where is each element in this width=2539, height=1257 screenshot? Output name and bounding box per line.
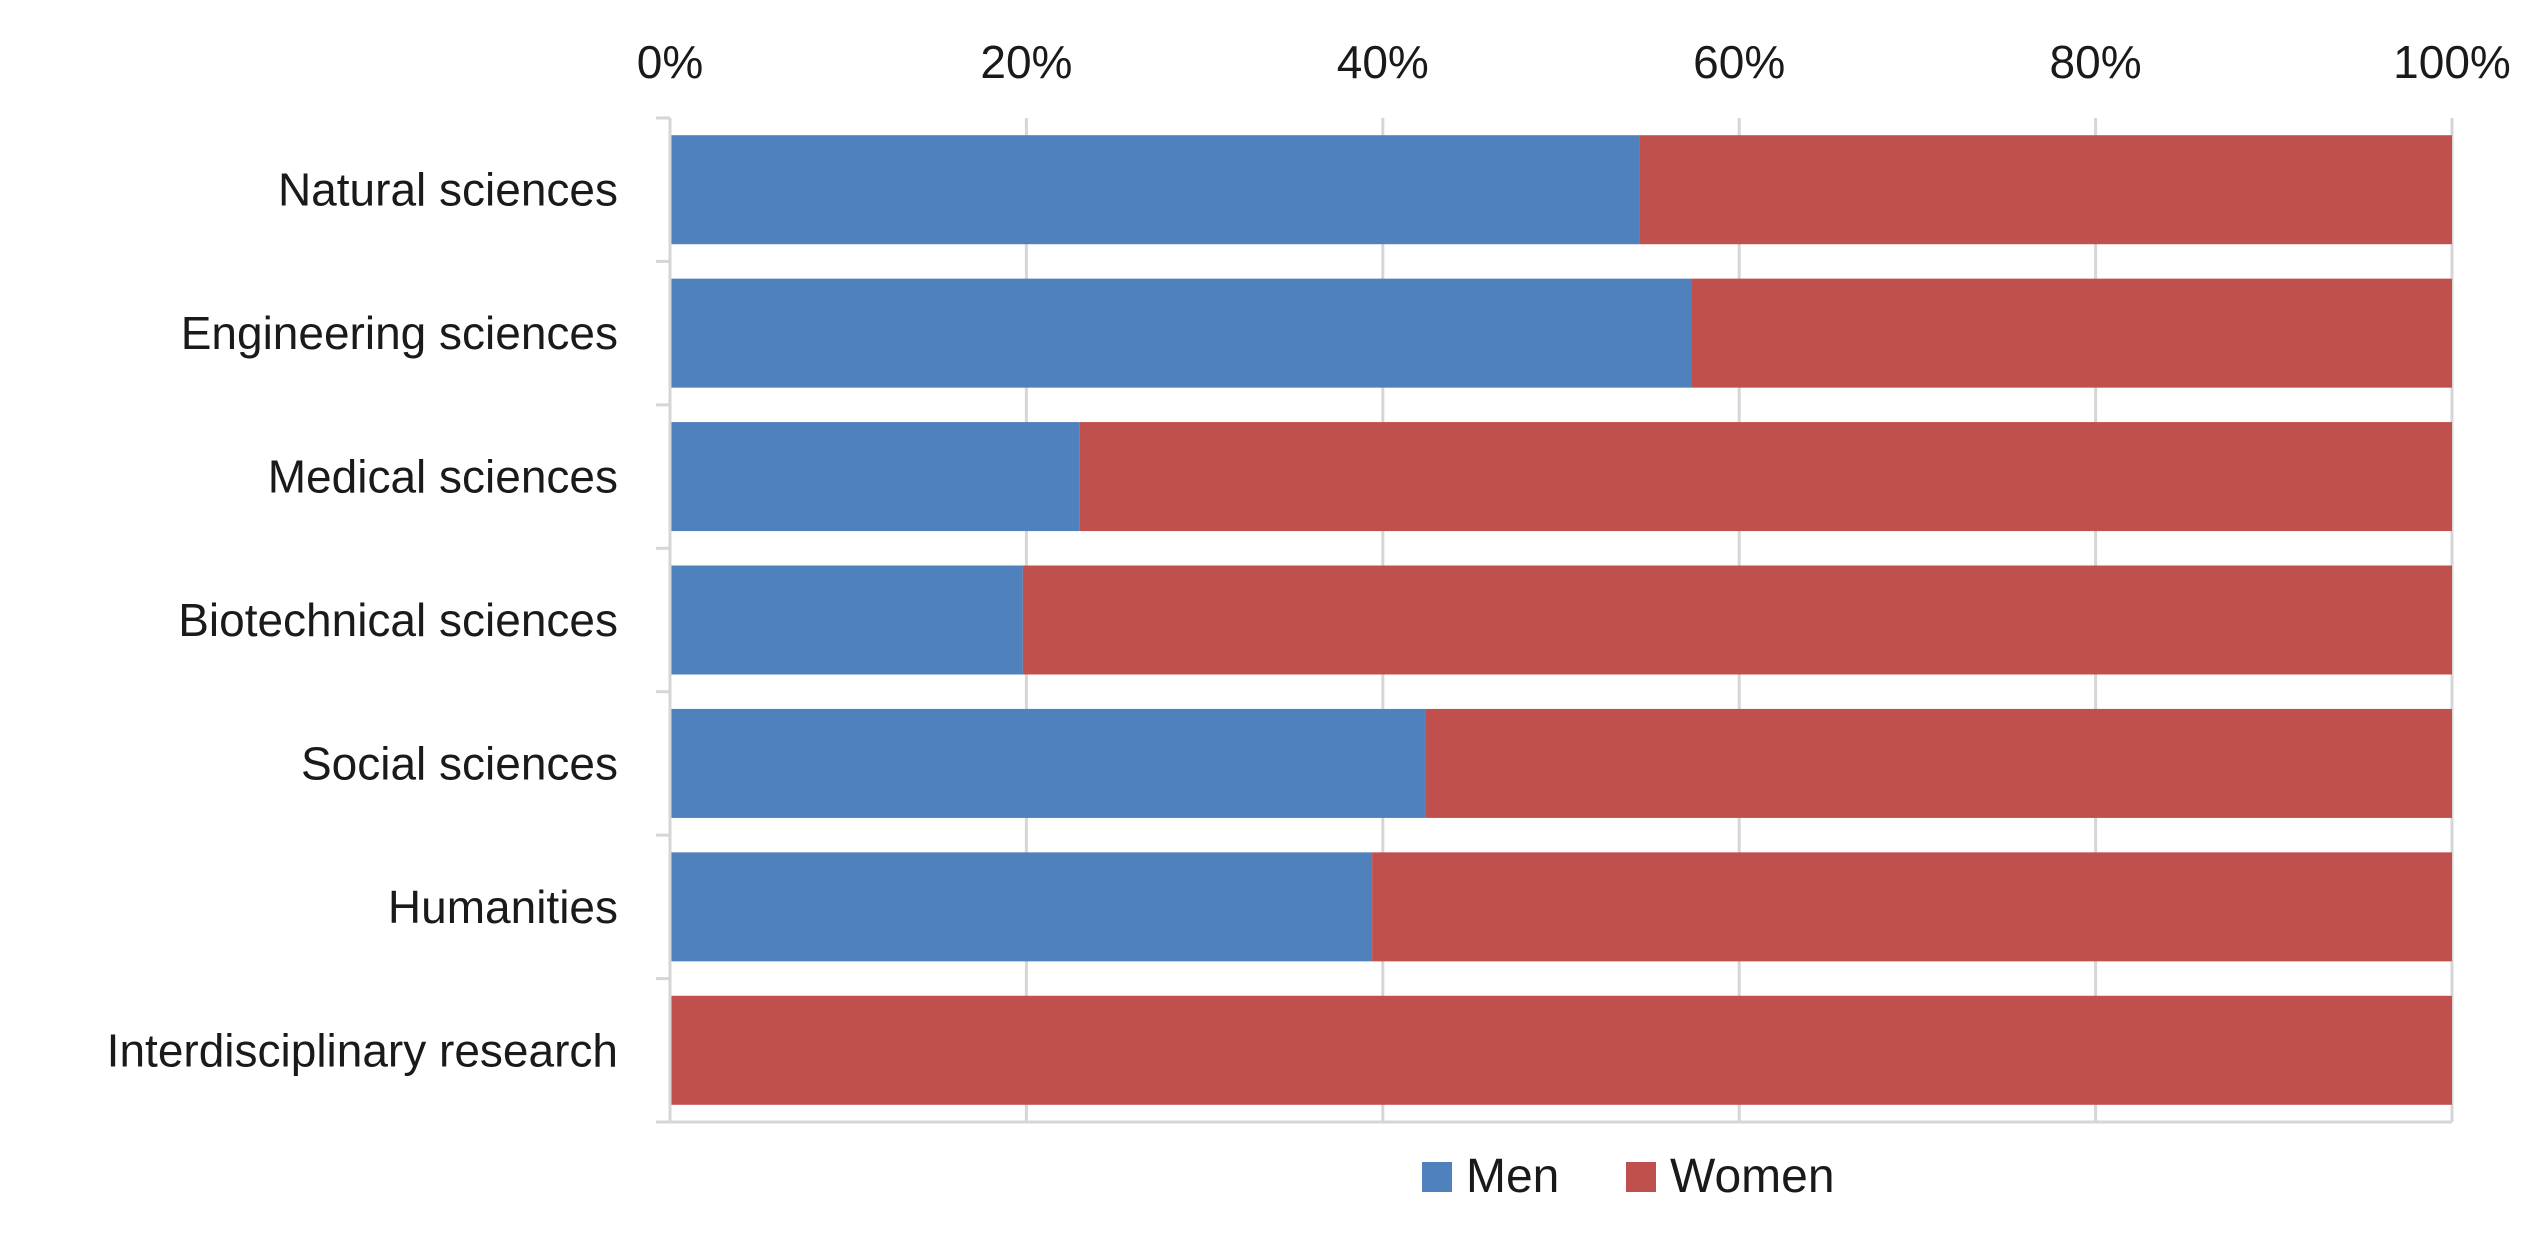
bar-women [670,995,2452,1105]
bar-men [670,708,1426,818]
x-tick-labels: 0% 20% 40% 60% 80% 100% [637,36,2511,88]
bar-women [1372,852,2452,962]
bar-women [1079,422,2452,532]
bar-women [1425,708,2452,818]
category-label: Natural sciences [278,164,618,216]
bar-men [670,422,1080,532]
category-label: Social sciences [301,737,618,789]
bar-women [1022,565,2453,675]
legend-swatch-men [1422,1162,1452,1192]
x-tick-label: 0% [637,36,703,88]
category-label: Humanities [388,881,618,933]
legend-label-women: Women [1670,1150,1835,1203]
category-labels: Natural sciences Engineering sciences Medi… [107,164,618,1077]
category-label: Interdisciplinary research [107,1024,618,1076]
bars [670,135,2453,1105]
axes [656,116,2452,1124]
bar-women [1639,135,2452,245]
legend-swatch-women [1626,1162,1656,1192]
x-tick-label: 100% [2393,36,2511,88]
legend: Men Women [1422,1150,1835,1203]
x-tick-label: 60% [1693,36,1785,88]
x-tick-label: 80% [2050,36,2142,88]
bar-men [670,852,1373,962]
x-tick-label: 40% [1337,36,1429,88]
bar-women [1691,278,2452,388]
category-label: Engineering sciences [181,307,618,359]
x-tick-label: 20% [980,36,1072,88]
bar-men [670,565,1023,675]
category-label: Biotechnical sciences [178,594,618,646]
bar-men [670,135,1640,245]
bar-men [670,278,1692,388]
category-label: Medical sciences [268,451,618,503]
legend-label-men: Men [1466,1150,1559,1203]
